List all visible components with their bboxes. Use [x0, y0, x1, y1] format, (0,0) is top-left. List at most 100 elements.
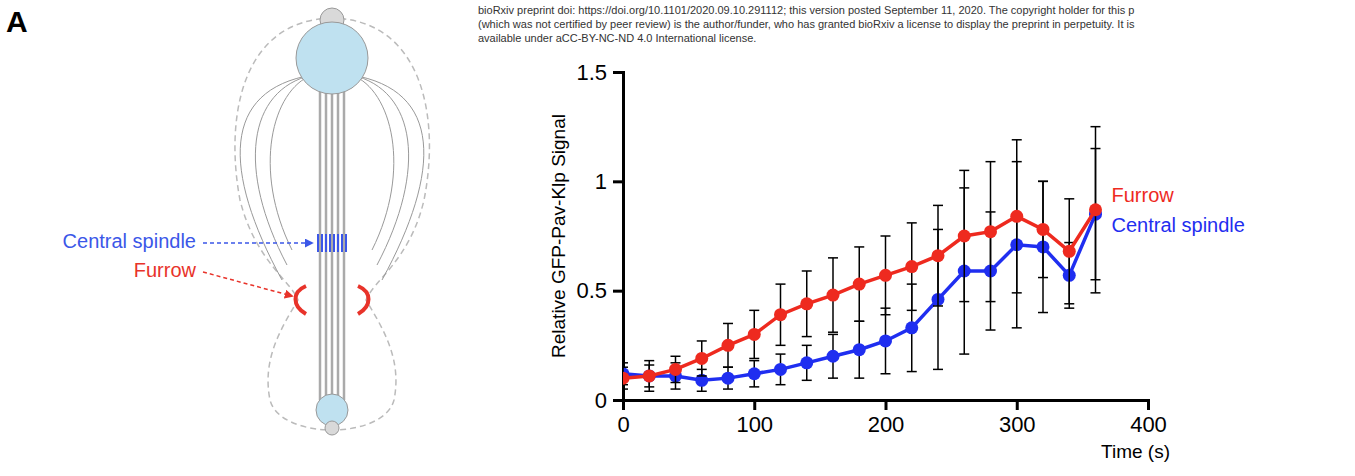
data-point: [853, 343, 866, 356]
data-point: [827, 289, 840, 302]
error-bar-line: [881, 235, 891, 237]
central-spindle-mark: [333, 234, 335, 252]
error-bar-line: [959, 301, 969, 303]
tick: 200: [868, 400, 905, 437]
error-bar-line: [1038, 277, 1048, 279]
figure: AbioRxiv preprint doi: https://doi.org/1…: [0, 0, 1355, 476]
tick-label: 1.5: [576, 60, 607, 85]
error-bar-line: [671, 382, 681, 384]
error-bar-line: [671, 356, 681, 358]
data-point: [643, 369, 656, 382]
error-bar-line: [959, 170, 969, 172]
error-bar-line: [854, 321, 864, 323]
error-bar-line: [1012, 292, 1022, 294]
data-point: [748, 367, 761, 380]
tick-mark: [613, 180, 623, 183]
error-bar-line: [623, 362, 628, 364]
data-point: [800, 297, 813, 310]
plot-area: [623, 127, 1102, 392]
data-point: [774, 363, 787, 376]
data-point: [722, 339, 735, 352]
error-bar-line: [881, 314, 891, 316]
central-spindle-mark: [345, 234, 347, 252]
error-bar-line: [828, 377, 838, 379]
axis-line: [624, 401, 1149, 411]
error-bar-line: [802, 270, 812, 272]
spindle-fibre: [343, 70, 346, 400]
cell-outline: [235, 18, 429, 430]
error-bar-line: [1064, 303, 1074, 305]
data-point: [1063, 245, 1076, 258]
furrow-mark: [296, 286, 307, 314]
error-bar-line: [644, 364, 654, 366]
data-point: [905, 260, 918, 273]
error-bar-line: [1012, 327, 1022, 329]
error-bar-line: [1064, 307, 1074, 309]
error-bar-line: [986, 301, 996, 303]
error-bar-line: [749, 358, 759, 360]
data-point: [827, 350, 840, 363]
tick-mark: [1147, 400, 1150, 410]
series: [623, 127, 1102, 389]
error-bar-line: [776, 353, 786, 355]
spindle-fibre: [337, 70, 340, 400]
error-bar-line: [881, 373, 891, 375]
error-bar-line: [723, 366, 733, 368]
data-point: [722, 372, 735, 385]
data-point: [669, 363, 682, 376]
tick-label: 0.5: [576, 278, 607, 303]
spindle-pole: [296, 22, 368, 94]
spindle-fibre: [325, 70, 328, 400]
legend-label: Furrow: [1112, 184, 1175, 206]
diagram-arrow: [203, 272, 292, 296]
tick-mark: [1016, 400, 1019, 410]
central-spindle-mark: [317, 234, 319, 252]
centrosome: [325, 421, 339, 435]
error-bar-line: [723, 323, 733, 325]
tick-label: 100: [736, 412, 773, 437]
aster-ray: [270, 75, 312, 250]
tick: 1: [595, 169, 623, 194]
error-bar-line: [623, 366, 628, 368]
header-line: available under aCC-BY-NC-ND 4.0 Interna…: [478, 32, 756, 44]
y-axis-title: Relative GFP-Pav-Klp Signal: [548, 114, 569, 358]
tick-mark: [613, 71, 623, 74]
error-bar-line: [644, 391, 654, 393]
header-line: bioRxiv preprint doi: https://doi.org/10…: [478, 4, 1134, 16]
furrow-mark: [358, 286, 369, 314]
spindle-fibre: [331, 70, 334, 400]
error-bar-line: [907, 310, 917, 312]
error-bar-line: [1091, 126, 1101, 128]
error-bar-line: [1038, 181, 1048, 183]
error-bar-line: [802, 345, 812, 347]
error-bar-line: [1038, 312, 1048, 314]
error-bar-line: [933, 305, 943, 307]
tick-mark: [613, 399, 623, 402]
tick-label: 400: [1130, 412, 1167, 437]
aster-ray: [352, 75, 394, 250]
error-bar-line: [828, 331, 838, 333]
error-bar-line: [986, 329, 996, 331]
aster-ray: [240, 75, 312, 280]
error-bar-line: [749, 310, 759, 312]
error-bar-line: [907, 222, 917, 224]
error-bar-line: [644, 360, 654, 362]
y-axis: 00.511.5: [576, 60, 623, 413]
tick-mark: [885, 400, 888, 410]
series-line: [623, 210, 1096, 378]
tick-label: 0: [617, 412, 629, 437]
central-spindle-mark: [341, 234, 343, 252]
error-bar-line: [671, 388, 681, 390]
data-point: [879, 269, 892, 282]
central-spindle-mark: [329, 234, 331, 252]
tick: 300: [999, 400, 1036, 437]
x-axis: 0 100 200 300 400: [617, 400, 1166, 437]
error-bar-line: [854, 321, 864, 323]
data-point: [800, 356, 813, 369]
cell-diagram: [203, 8, 429, 435]
data-point: [695, 352, 708, 365]
error-bar-line: [644, 386, 654, 388]
diagram-arrow: [203, 242, 312, 244]
tick-mark: [613, 290, 623, 293]
error-bar-line: [933, 369, 943, 371]
